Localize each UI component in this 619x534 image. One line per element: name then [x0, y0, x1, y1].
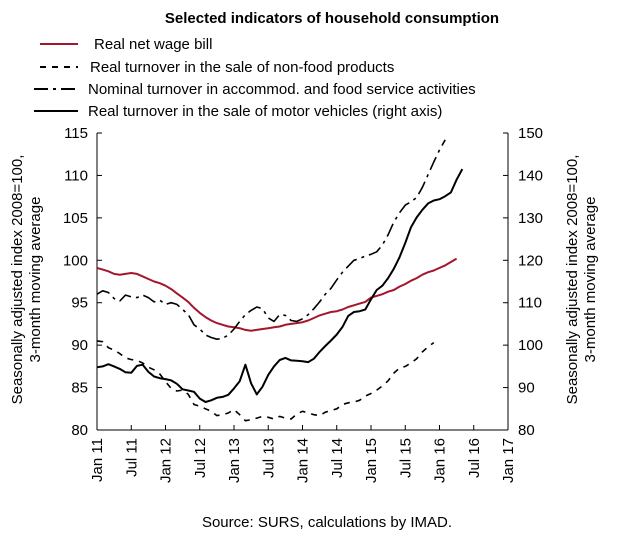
legend-label: Real turnover in the sale of motor vehic…: [88, 103, 442, 120]
y-tick-label-left: 105: [63, 210, 88, 227]
x-tick-label: Jan 12: [158, 438, 175, 483]
series-line: [96, 168, 464, 403]
y-tick-label-right: 100: [518, 337, 543, 354]
y-tick-label-right: 80: [518, 422, 535, 439]
y-tick-label-right: 130: [518, 210, 543, 227]
legend-label: Nominal turnover in accommod. and food s…: [88, 81, 476, 98]
series-line: [96, 139, 446, 341]
y-tick-label-left: 110: [64, 167, 88, 184]
y-axis-title-right: Seasonally adjusted index 2008=100,3-mon…: [564, 155, 599, 405]
legend: Real net wage bill Real turnover in the s…: [34, 36, 476, 120]
y-tick-label-left: 80: [71, 422, 88, 439]
chart-title: Selected indicators of household consump…: [165, 10, 499, 27]
y-tick-label-right: 150: [518, 125, 543, 142]
y-tick-label-right: 90: [518, 380, 535, 397]
x-tick-label: Jan 15: [363, 438, 380, 483]
y-axis-title-left: Seasonally adjusted index 2008=100,3-mon…: [9, 155, 44, 405]
y-tick-label-left: 90: [71, 337, 88, 354]
x-tick-label: Jan 11: [89, 438, 106, 482]
y-tick-label-right: 140: [518, 167, 543, 184]
y-tick-label-right: 120: [518, 252, 543, 269]
x-tick-label: Jul 11: [123, 438, 140, 477]
x-tick-label: Jul 15: [397, 438, 414, 478]
legend-label: Real net wage bill: [94, 36, 212, 53]
x-tick-label: Jul 14: [329, 438, 346, 478]
y-axis-title-right-line: 3-month moving average: [582, 197, 599, 363]
x-tick-label: Jan 13: [226, 438, 243, 483]
y-tick-label-left: 115: [64, 125, 88, 142]
y-tick-label-left: 95: [71, 295, 88, 312]
y-axis-title-left-line: Seasonally adjusted index 2008=100,: [9, 155, 26, 405]
y-axis-title-left-line: 3-month moving average: [27, 197, 44, 363]
y-tick-label-right: 110: [518, 295, 542, 312]
legend-label: Real turnover in the sale of non-food pr…: [90, 59, 394, 76]
x-tick-label: Jan 17: [500, 438, 517, 483]
x-tick-label: Jan 16: [432, 438, 449, 483]
x-tick-label: Jul 12: [192, 438, 209, 478]
y-tick-label-left: 85: [71, 380, 88, 397]
axes: 115 110 105 100 95 90 85 80 150 140 130 120 110 100 90…: [9, 125, 599, 483]
y-axis-title-right-line: Seasonally adjusted index 2008=100,: [564, 155, 581, 405]
y-tick-label-left: 100: [63, 252, 88, 269]
source-note: Source: SURS, calculations by IMAD.: [202, 514, 452, 531]
x-tick-label: Jan 14: [295, 438, 312, 483]
x-tick-label: Jul 13: [260, 438, 277, 478]
series-line: [96, 257, 458, 332]
series-line: [96, 340, 435, 422]
x-tick-label: Jul 16: [466, 438, 483, 478]
plot-area: [96, 139, 464, 422]
